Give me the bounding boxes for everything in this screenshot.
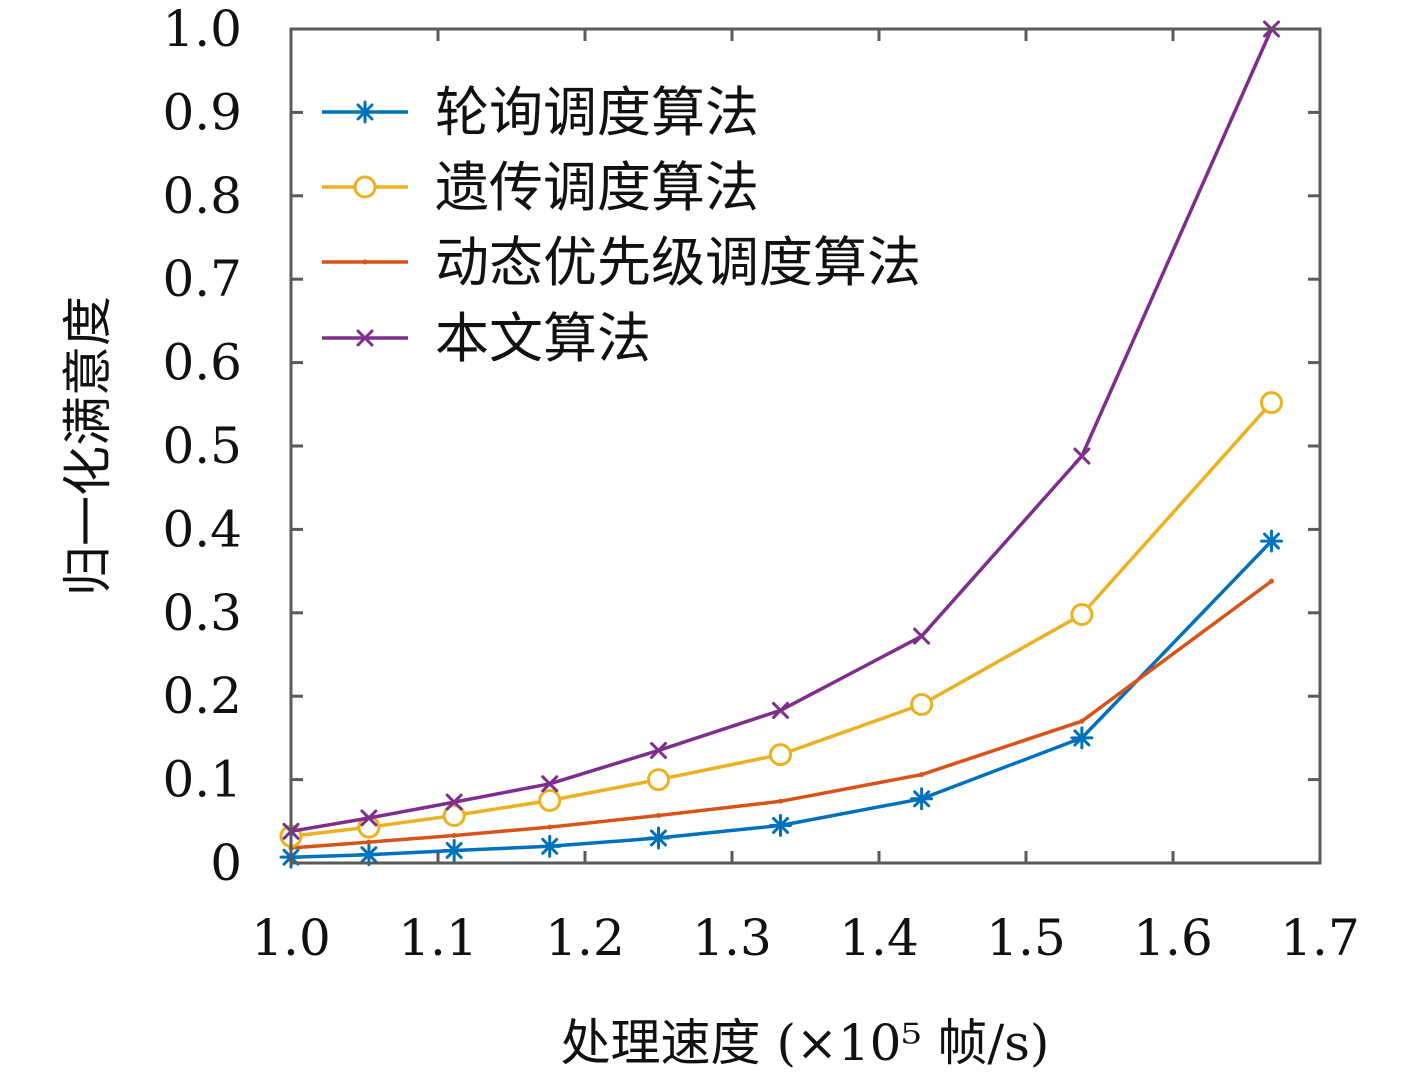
data-point <box>357 843 381 867</box>
data-point <box>1070 726 1094 750</box>
data-point <box>647 768 670 792</box>
x-axis-label: 处理速度 (×10⁵ 帧/s) <box>561 1014 1050 1072</box>
data-point <box>647 826 670 850</box>
series-line <box>290 401 1273 839</box>
legend-marker <box>353 175 377 199</box>
x-tick-label: 1.7 <box>1280 909 1360 967</box>
y-tick-label: 0.9 <box>162 83 242 141</box>
legend-marker <box>353 100 377 124</box>
series-0 <box>279 529 1283 869</box>
legend-label: 动态优先级调度算法 <box>435 231 921 294</box>
data-point <box>360 809 378 827</box>
x-tick-label: 1.5 <box>986 909 1066 967</box>
data-point <box>919 772 925 778</box>
y-tick-label: 0.4 <box>162 500 242 558</box>
legend-label: 遗传调度算法 <box>435 156 759 219</box>
data-point <box>913 627 931 645</box>
y-tick-label: 0.7 <box>162 250 242 308</box>
legend-entry-3: 本文算法 <box>322 307 651 370</box>
data-point <box>656 812 661 818</box>
data-point <box>442 803 466 827</box>
data-point <box>778 798 784 804</box>
legend-marker <box>356 329 374 347</box>
y-tick-label: 0.2 <box>162 667 242 725</box>
x-tick-label: 1.1 <box>398 909 478 967</box>
series-layer <box>279 20 1283 869</box>
data-point <box>769 743 793 767</box>
data-point <box>445 793 463 811</box>
data-point <box>1070 602 1094 626</box>
series-line <box>290 539 1273 859</box>
series-line <box>290 579 1273 850</box>
legend-marker <box>362 259 368 265</box>
data-point <box>910 693 934 717</box>
y-tick-label: 0.8 <box>162 167 242 225</box>
y-tick-label: 0.5 <box>162 417 242 475</box>
data-point <box>1259 529 1283 553</box>
data-point <box>772 701 790 719</box>
data-point <box>1073 447 1091 465</box>
legend-entry-2: 动态优先级调度算法 <box>322 231 921 294</box>
data-point <box>538 788 562 812</box>
y-tick-label: 0.1 <box>162 751 242 809</box>
data-point <box>769 813 793 837</box>
data-point <box>1079 718 1085 724</box>
x-tick-label: 1.4 <box>839 909 919 967</box>
y-axis-label: 归一化满意度 <box>59 296 117 596</box>
data-point <box>442 838 466 862</box>
data-point <box>366 839 372 845</box>
plot-frame <box>289 27 1322 865</box>
y-tick-label: 1.0 <box>162 0 242 58</box>
x-tick-label: 1.3 <box>692 909 772 967</box>
data-point <box>451 832 457 838</box>
y-tick-label: 0.3 <box>162 584 242 642</box>
x-tick-label: 1.0 <box>251 909 331 967</box>
data-point <box>541 775 559 793</box>
legend-label: 本文算法 <box>435 307 651 370</box>
y-tick-label: 0 <box>210 834 242 892</box>
x-tick-label: 1.2 <box>545 909 625 967</box>
series-3 <box>282 20 1280 840</box>
data-point <box>1268 578 1274 584</box>
legend-label: 轮询调度算法 <box>435 81 759 144</box>
legend-entry-0: 轮询调度算法 <box>322 81 759 144</box>
x-tick-label: 1.6 <box>1133 909 1213 967</box>
data-point <box>650 741 667 759</box>
data-point <box>538 834 562 858</box>
data-point <box>1259 391 1283 415</box>
data-point <box>910 787 934 811</box>
legend-entry-1: 遗传调度算法 <box>322 156 759 219</box>
y-tick-label: 0.6 <box>162 334 242 392</box>
ticks-layer: 1.0 1.1 1.2 1.3 1.4 1.5 1.6 1.7 0 0.1 0.2 0.3 0.4 0.5… <box>162 0 1359 967</box>
series-2 <box>288 578 1274 851</box>
series-1 <box>279 391 1283 848</box>
data-point <box>547 824 553 830</box>
